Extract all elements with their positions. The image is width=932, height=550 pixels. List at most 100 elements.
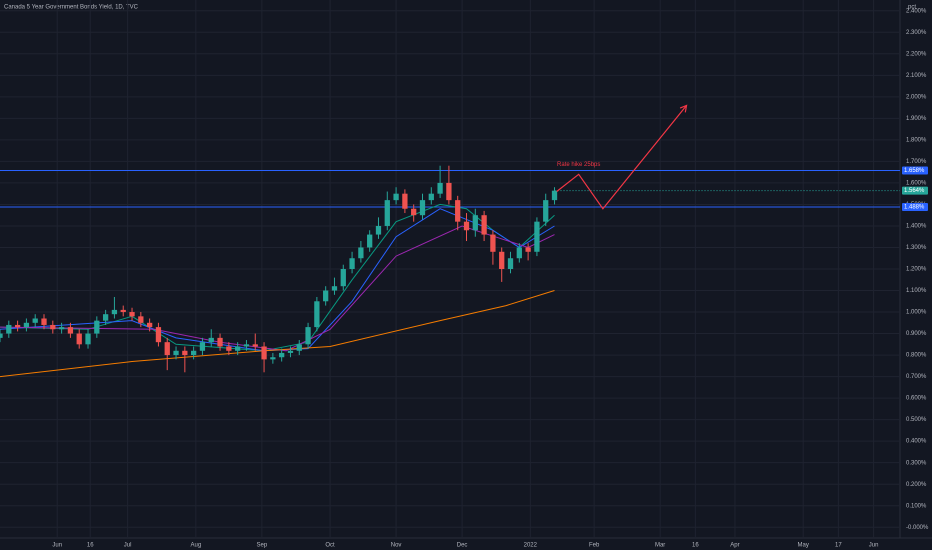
candle-body xyxy=(32,318,38,323)
x-tick-label: Mar xyxy=(655,543,665,549)
annotation-text: Rate hike 25bps xyxy=(557,162,600,168)
price-line-badge xyxy=(902,203,928,212)
candle-body xyxy=(41,318,47,325)
x-tick-label: 17 xyxy=(835,543,842,549)
candle-body xyxy=(182,350,188,356)
x-tick-label: Apr xyxy=(730,543,739,549)
candle-body xyxy=(155,327,162,343)
candle-body xyxy=(375,225,382,235)
y-tick-label: 0.300% xyxy=(906,460,927,466)
x-tick-label: Feb xyxy=(589,543,600,549)
x-tick-label: Jun xyxy=(869,543,879,549)
candle-body xyxy=(516,247,522,259)
last-price-badge xyxy=(902,186,928,195)
candle-body xyxy=(102,314,109,321)
candle-body xyxy=(208,337,214,343)
candle-body xyxy=(411,208,417,216)
candle-body xyxy=(437,182,443,194)
last-price-label: 1.564% xyxy=(904,188,925,194)
chart-title: Canada 5 Year Government Bonds Yield, 1D… xyxy=(4,5,139,11)
candle-body xyxy=(446,182,452,201)
moving-average xyxy=(0,225,555,352)
price-line-label: 1.488% xyxy=(904,205,925,211)
x-tick-label: Aug xyxy=(190,543,201,549)
candle-body xyxy=(138,316,144,323)
y-tick-label: 0.200% xyxy=(906,482,927,488)
y-tick-label: 2.300% xyxy=(906,30,927,36)
y-tick-label: 1.900% xyxy=(906,116,927,122)
y-tick-label: 0.400% xyxy=(906,439,927,445)
candle-body xyxy=(419,200,426,216)
x-tick-label: May xyxy=(798,543,809,549)
candle-body xyxy=(146,322,153,328)
candle-body xyxy=(58,327,65,330)
candle-body xyxy=(551,190,558,201)
y-tick-label: -0.000% xyxy=(906,525,929,531)
candle-body xyxy=(543,200,549,222)
y-tick-label: 0.100% xyxy=(906,503,927,509)
candle-body xyxy=(367,234,373,248)
candle-body xyxy=(226,346,232,351)
candle-body xyxy=(534,221,540,252)
y-tick-label: 1.700% xyxy=(906,159,927,165)
y-tick-label: 1.400% xyxy=(906,224,927,230)
annotation-path xyxy=(556,105,688,210)
candle-body xyxy=(173,350,179,356)
x-tick-label: Sep xyxy=(257,543,268,549)
candle-body xyxy=(323,290,329,302)
candle-body xyxy=(393,193,399,201)
candle-body xyxy=(305,327,311,345)
y-unit: pct xyxy=(908,5,916,11)
moving-average xyxy=(0,208,555,352)
candle-body xyxy=(314,301,320,328)
y-tick-label: 2.400% xyxy=(906,8,927,14)
x-tick-label: Dec xyxy=(457,543,468,549)
x-tick-label: Nov xyxy=(391,543,402,549)
y-tick-label: 1.000% xyxy=(906,310,927,316)
annotation-arrowhead xyxy=(679,104,688,113)
candle-body xyxy=(129,312,135,317)
candle-body xyxy=(428,193,434,201)
candle-body xyxy=(252,344,258,347)
y-tick-label: 2.100% xyxy=(906,73,927,79)
y-tick-label: 2.200% xyxy=(906,51,927,57)
candle-body xyxy=(217,337,223,347)
candle-body xyxy=(296,344,302,351)
candle-body xyxy=(76,333,82,345)
y-tick-label: 1.800% xyxy=(906,137,927,143)
x-tick-label: 16 xyxy=(692,543,699,549)
candle-body xyxy=(287,350,294,353)
candle-body xyxy=(455,200,461,222)
price-line-badge xyxy=(902,166,928,175)
candle-body xyxy=(0,333,3,338)
candle-body xyxy=(6,324,12,334)
candle-body xyxy=(499,251,505,269)
candle-body xyxy=(340,269,346,287)
candle-body xyxy=(235,346,241,351)
grid xyxy=(0,0,900,538)
candle-body xyxy=(243,344,250,347)
y-tick-label: 1.200% xyxy=(906,267,927,273)
candle-body xyxy=(279,352,285,358)
moving-average xyxy=(0,290,555,378)
candle-body xyxy=(472,215,478,231)
candle-body xyxy=(331,286,338,291)
candle-body xyxy=(164,342,170,356)
y-tick-label: 0.600% xyxy=(906,396,927,402)
candle-body xyxy=(270,357,276,360)
candle-body xyxy=(490,234,496,252)
candle-body xyxy=(94,320,100,334)
y-tick-label: 1.100% xyxy=(906,288,927,294)
candle-body xyxy=(261,346,267,360)
candle-body xyxy=(349,258,355,269)
candle-body xyxy=(507,258,514,269)
candle-body xyxy=(481,215,487,235)
y-tick-label: 2.000% xyxy=(906,94,927,100)
candle-body xyxy=(525,247,531,252)
y-tick-label: 0.700% xyxy=(906,374,927,380)
candle-body xyxy=(111,309,118,315)
y-tick-label: 0.800% xyxy=(906,353,927,359)
x-tick-label: 2022 xyxy=(524,543,538,549)
